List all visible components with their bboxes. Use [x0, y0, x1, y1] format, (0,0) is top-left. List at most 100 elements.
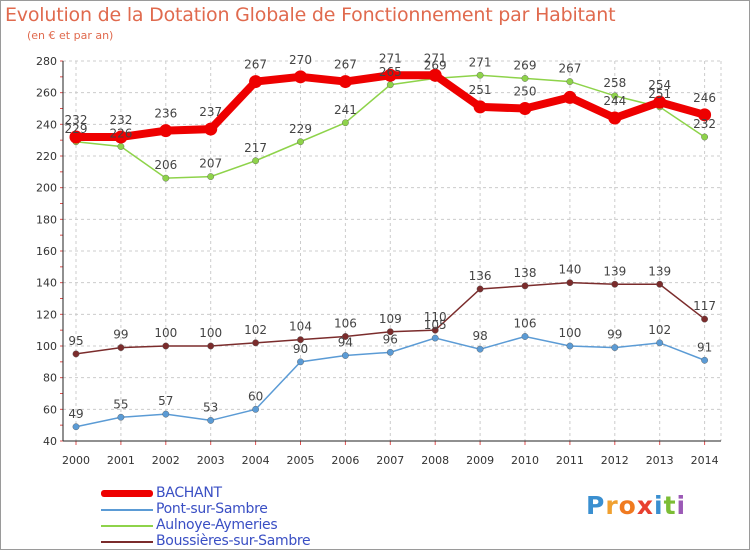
data-label: 226 — [109, 127, 132, 141]
data-label: 269 — [424, 58, 447, 72]
x-tick-label: 2004 — [242, 454, 270, 467]
logo-letter: t — [663, 491, 677, 520]
data-point — [476, 285, 484, 293]
data-label: 236 — [154, 107, 177, 121]
data-label: 244 — [603, 94, 626, 108]
data-point — [701, 133, 708, 141]
data-point — [428, 68, 442, 82]
data-point — [608, 111, 622, 125]
data-label: 94 — [338, 336, 353, 350]
x-tick-label: 2007 — [376, 454, 404, 467]
data-point — [117, 413, 125, 421]
proxiti-logo: Proxiti — [586, 491, 686, 520]
data-point — [701, 356, 708, 364]
data-label: 271 — [379, 51, 402, 65]
chart-subtitle: (en € et par an) — [27, 29, 114, 42]
data-label: 99 — [607, 328, 622, 342]
data-point — [252, 339, 260, 347]
data-point — [69, 130, 83, 144]
grid-lines — [63, 60, 722, 442]
data-point — [386, 328, 394, 336]
data-label: 91 — [697, 340, 712, 354]
logo-letter: r — [605, 491, 619, 520]
data-point — [473, 100, 487, 114]
data-label: 241 — [334, 103, 357, 117]
data-point — [297, 138, 304, 146]
data-label: 99 — [113, 328, 128, 342]
logo-letter: o — [618, 491, 637, 520]
y-tick-label: 280 — [36, 55, 57, 68]
data-label: 95 — [68, 334, 83, 348]
data-point — [162, 174, 170, 182]
data-point — [701, 315, 708, 323]
data-point — [338, 75, 352, 89]
data-point — [159, 124, 173, 138]
x-tick-label: 2009 — [466, 454, 494, 467]
y-tick-label: 40 — [43, 435, 57, 448]
legend-swatch — [101, 509, 153, 511]
data-label: 100 — [558, 326, 581, 340]
data-point — [207, 342, 215, 350]
data-label: 136 — [469, 269, 492, 283]
data-label: 53 — [203, 400, 218, 414]
data-label: 139 — [648, 264, 671, 278]
data-point — [611, 280, 619, 288]
data-label: 229 — [289, 122, 312, 136]
data-point — [207, 417, 215, 424]
data-label: 98 — [472, 329, 487, 343]
data-label: 237 — [199, 105, 222, 119]
legend-item-boussieres-sur-sambre: Boussières-sur-Sambre — [101, 533, 401, 549]
data-label: 117 — [693, 299, 716, 313]
data-point — [297, 336, 304, 344]
logo-letter: i — [654, 491, 664, 520]
data-point — [294, 70, 307, 84]
data-point — [204, 122, 218, 136]
data-label: 270 — [289, 53, 312, 67]
x-tick-label: 2013 — [646, 454, 674, 467]
data-label: 105 — [424, 318, 447, 332]
x-tick-label: 2011 — [556, 454, 584, 467]
data-point — [518, 102, 532, 115]
legend-label: Aulnoye-Aymeries — [156, 517, 278, 533]
y-tick-label: 120 — [36, 308, 57, 321]
data-label: 106 — [334, 317, 357, 331]
series-bachant — [69, 68, 712, 144]
legend-item-pont-sur-sambre: Pont-sur-Sambre — [101, 501, 401, 517]
series-pont-sur-sambre — [72, 333, 708, 431]
data-point — [114, 130, 128, 144]
y-tick-label: 180 — [36, 213, 57, 226]
data-point — [698, 108, 712, 122]
data-point — [72, 350, 80, 358]
data-label: 60 — [248, 389, 263, 403]
x-tick-label: 2003 — [197, 454, 225, 467]
data-label: 250 — [514, 85, 537, 99]
y-tick-label: 100 — [36, 340, 57, 353]
data-label: 251 — [648, 87, 671, 101]
data-label: 104 — [289, 320, 312, 334]
logo-letter: i — [676, 491, 687, 520]
data-label: 100 — [199, 326, 222, 340]
legend-swatch — [101, 541, 153, 543]
data-point — [162, 410, 170, 418]
y-tick-label: 240 — [36, 118, 57, 131]
y-tick-label: 220 — [36, 150, 57, 163]
x-tick-label: 2000 — [62, 454, 90, 467]
series-layer — [69, 68, 712, 431]
data-label: 232 — [65, 113, 88, 127]
data-label: 109 — [379, 312, 402, 326]
data-point — [252, 157, 260, 165]
legend-label: BACHANT — [156, 485, 222, 501]
legend-swatch — [101, 525, 153, 527]
data-point — [297, 358, 304, 366]
data-label: 102 — [244, 323, 267, 337]
data-label: 267 — [244, 58, 267, 72]
data-point — [341, 352, 349, 359]
y-tick-label: 260 — [36, 87, 57, 100]
x-tick-label: 2010 — [511, 454, 539, 467]
data-point — [653, 95, 667, 109]
y-tick-label: 160 — [36, 245, 57, 258]
data-point — [252, 405, 260, 413]
